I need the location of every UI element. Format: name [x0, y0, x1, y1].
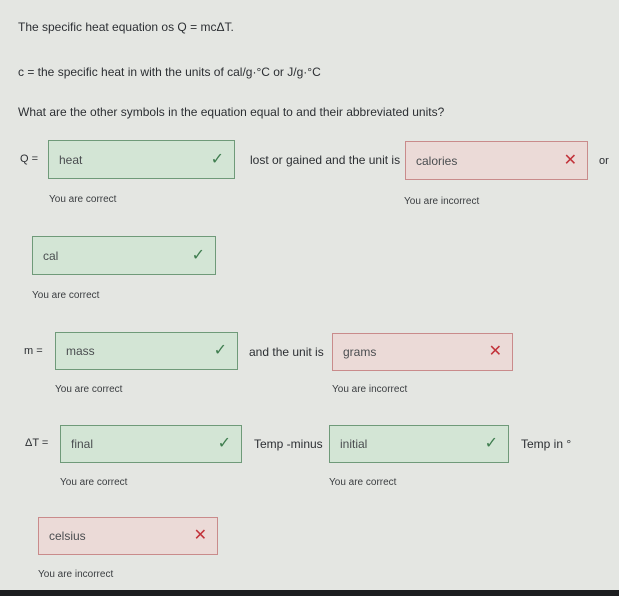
q-middle-text: lost or gained and the unit is	[250, 153, 401, 167]
input-value: grams	[343, 345, 377, 359]
dt-final-input[interactable]: final ✓	[60, 425, 242, 463]
check-icon: ✓	[191, 246, 205, 264]
m-middle-text: and the unit is	[249, 345, 324, 359]
dt-label: ΔT =	[25, 437, 49, 449]
feedback-incorrect: You are incorrect	[38, 569, 114, 580]
equation-statement: The specific heat equation os Q = mcΔT.	[18, 20, 234, 34]
specific-heat-statement: c = the specific heat in with the units …	[18, 65, 321, 79]
question-text: What are the other symbols in the equati…	[18, 105, 445, 119]
cross-icon: ✕	[563, 151, 577, 169]
feedback-correct: You are correct	[32, 290, 100, 301]
cross-icon: ✕	[193, 527, 207, 544]
check-icon: ✓	[217, 435, 231, 452]
check-icon: ✓	[213, 342, 227, 359]
q-unit-alt-input[interactable]: cal ✓	[32, 236, 216, 275]
input-value: calories	[416, 153, 458, 168]
dt-trailing-text: Temp in °	[521, 437, 572, 451]
dt-initial-input[interactable]: initial ✓	[329, 425, 509, 463]
input-value: mass	[66, 344, 95, 358]
feedback-incorrect: You are incorrect	[404, 196, 480, 207]
input-value: cal	[43, 248, 59, 263]
screen-bottom-bezel	[0, 590, 619, 596]
feedback-incorrect: You are incorrect	[332, 384, 408, 395]
feedback-correct: You are correct	[329, 477, 397, 488]
dt-middle-text: Temp -minus	[254, 437, 323, 451]
input-value: initial	[340, 437, 368, 451]
m-label: m =	[24, 345, 43, 357]
feedback-correct: You are correct	[49, 194, 117, 205]
m-unit-input[interactable]: grams ✕	[332, 333, 513, 371]
check-icon: ✓	[210, 150, 224, 168]
check-icon: ✓	[484, 435, 498, 452]
input-value: final	[71, 437, 94, 451]
input-value: heat	[59, 152, 83, 167]
q-unit-input[interactable]: calories ✕	[405, 141, 588, 180]
dt-unit-input[interactable]: celsius ✕	[38, 517, 218, 555]
feedback-correct: You are correct	[60, 477, 128, 488]
feedback-correct: You are correct	[55, 384, 123, 395]
q-label: Q =	[20, 153, 39, 165]
or-text: or	[599, 155, 609, 167]
m-answer-input[interactable]: mass ✓	[55, 332, 238, 370]
input-value: celsius	[49, 529, 86, 543]
cross-icon: ✕	[488, 343, 502, 360]
q-answer-heat-input[interactable]: heat ✓	[48, 140, 235, 179]
